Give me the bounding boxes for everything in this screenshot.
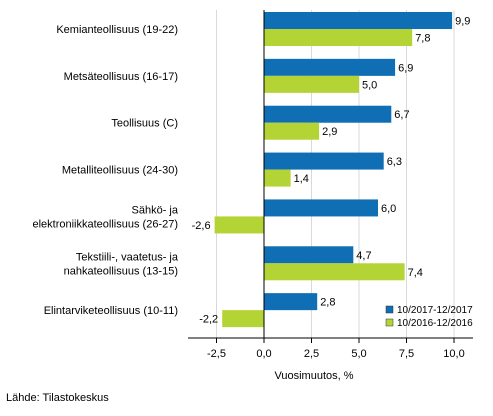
bar — [264, 199, 378, 217]
bar — [264, 29, 413, 46]
bar — [222, 310, 264, 328]
data-label: 6,0 — [381, 203, 396, 215]
data-labels: 9,9 6,9 6,7 6,3 6,0 4,7 2,8 7,8 5,0 2,9 1,4 -2,6 7,4… — [192, 16, 471, 326]
data-label: 9,9 — [455, 16, 470, 28]
bar — [214, 216, 264, 234]
data-label: 2,8 — [320, 297, 335, 309]
category-label: Sähkö- ja — [132, 204, 179, 216]
bar — [264, 122, 320, 140]
x-tick-label: -2,5 — [207, 348, 226, 360]
data-label: 4,7 — [356, 250, 371, 262]
data-label: -2,6 — [192, 220, 211, 232]
data-label: 6,7 — [394, 109, 409, 121]
x-axis: -2,5 0,0 2,5 5,0 7,5 10,0 — [188, 337, 473, 360]
bar-series — [214, 12, 453, 328]
bar — [264, 263, 405, 281]
bar — [264, 75, 359, 93]
data-label: -2,2 — [199, 314, 218, 326]
category-labels: Kemianteollisuus (19-22) Metsäteollisuus … — [32, 24, 178, 317]
category-label: Metsäteollisuus (16-17) — [64, 71, 178, 83]
x-tick-label: 5,0 — [351, 348, 366, 360]
data-label: 1,4 — [294, 173, 309, 185]
legend-label: 10/2016-12/2016 — [397, 318, 473, 329]
x-tick-label: 2,5 — [304, 348, 319, 360]
bar — [264, 58, 396, 76]
category-label: Metalliteollisuus (24-30) — [62, 165, 178, 177]
legend-label: 10/2017-12/2017 — [397, 305, 473, 316]
x-tick-label: 7,5 — [399, 348, 414, 360]
category-label: Elintarviketeollisuus (10-11) — [44, 305, 178, 317]
category-label: Teollisuus (C) — [111, 118, 178, 130]
x-tick-label: 10,0 — [443, 348, 464, 360]
category-label: nahkateollisuus (13-15) — [64, 265, 178, 277]
data-label: 6,3 — [387, 156, 402, 168]
bar — [264, 293, 318, 311]
bar — [264, 152, 384, 170]
bar — [264, 105, 392, 123]
category-label: Tekstiili-, vaatetus- ja — [76, 251, 179, 263]
data-label: 6,9 — [398, 62, 413, 74]
legend: 10/2017-12/2017 10/2016-12/2016 — [385, 305, 473, 329]
legend-swatch — [385, 305, 394, 314]
category-label: Kemianteollisuus (19-22) — [56, 24, 178, 36]
data-label: 2,9 — [322, 126, 337, 138]
bar — [264, 246, 354, 264]
legend-swatch — [385, 318, 394, 327]
category-label: elektroniikkateollisuus (26-27) — [32, 218, 178, 230]
data-label: 7,8 — [415, 33, 430, 45]
source-note: Lähde: Tilastokeskus — [6, 392, 109, 404]
bar — [264, 12, 453, 29]
x-axis-title: Vuosimuutos, % — [274, 370, 353, 382]
bar — [264, 169, 291, 187]
data-label: 5,0 — [362, 79, 377, 91]
data-label: 7,4 — [408, 267, 423, 279]
x-tick-label: 0,0 — [256, 348, 271, 360]
